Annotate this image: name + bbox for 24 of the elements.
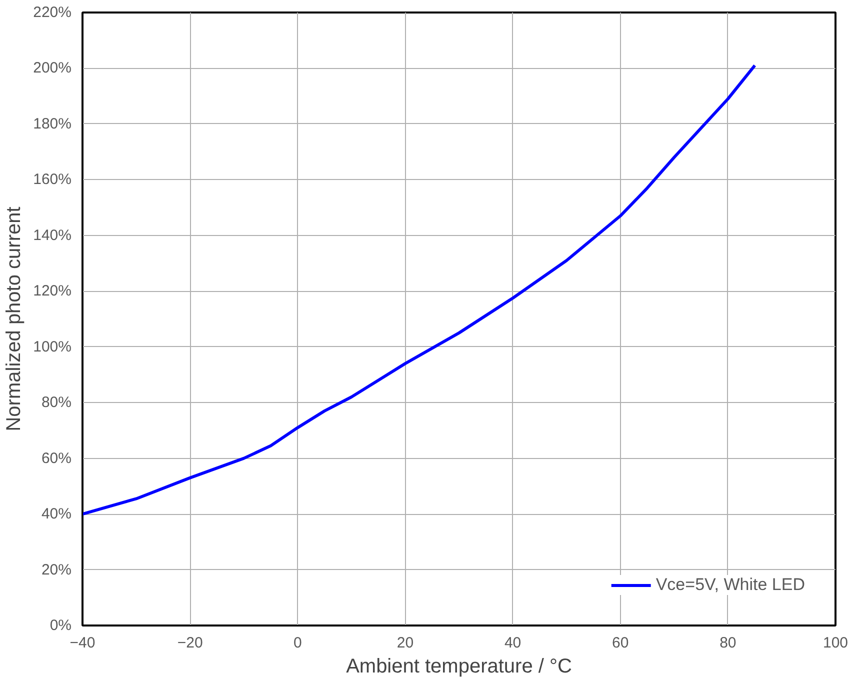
x-tick-label: 0 (293, 634, 302, 652)
y-tick-label: 140% (33, 226, 72, 244)
line-series (82, 64, 756, 516)
x-tick-label: 20 (396, 634, 414, 652)
y-tick-label: 200% (33, 60, 72, 77)
x-tick-label: −40 (70, 634, 96, 652)
x-tick-label: 100 (822, 634, 848, 652)
x-tick-label: −20 (177, 634, 203, 652)
y-tick-label: 0% (50, 617, 72, 634)
y-tick-label: 80% (41, 394, 72, 412)
legend-label: Vce=5V, White LED (656, 575, 805, 595)
x-tick-label: 40 (504, 634, 522, 652)
y-tick-label: 180% (33, 115, 72, 132)
y-tick-label: 20% (41, 561, 72, 578)
x-axis-title: Ambient temperature / °C (346, 656, 572, 678)
y-tick-label: 160% (33, 171, 72, 188)
y-tick-label: 120% (33, 282, 72, 300)
y-tick-label: 60% (41, 450, 72, 467)
y-tick-label: 220% (33, 4, 72, 21)
y-tick-label: 100% (33, 338, 72, 356)
x-tick-label: 80 (720, 634, 736, 652)
x-tick-label: 60 (612, 634, 629, 652)
y-axis-title: Normalized photo current (3, 206, 26, 432)
y-tick-label: 40% (41, 506, 72, 523)
